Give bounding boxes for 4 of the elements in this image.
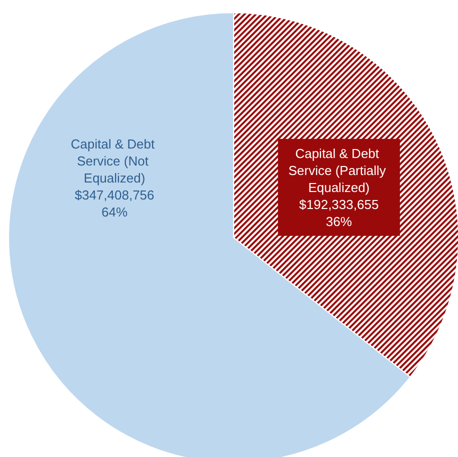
data-label: $192,333,655 36% (299, 196, 379, 229)
data-label: $347,408,756 64% (74, 188, 154, 220)
slice-label: Capital & Debt Service (Partially Equalized) (288, 146, 390, 195)
slice-label: Capital & Debt Service (Not Equalized) (70, 136, 158, 186)
